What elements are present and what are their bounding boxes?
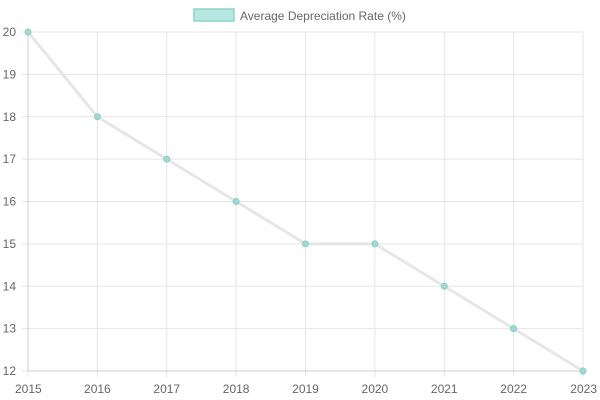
x-tick-label: 2017 — [153, 382, 180, 396]
y-tick-label: 14 — [3, 279, 17, 293]
data-point[interactable] — [371, 240, 379, 248]
x-tick-label: 2015 — [15, 382, 42, 396]
legend-swatch[interactable] — [193, 8, 235, 22]
y-tick-label: 19 — [3, 67, 17, 81]
data-point[interactable] — [510, 325, 518, 333]
data-point[interactable] — [24, 28, 32, 36]
data-point[interactable] — [232, 198, 240, 205]
x-tick-label: 2022 — [500, 382, 527, 396]
data-point[interactable] — [302, 240, 309, 248]
data-point[interactable] — [93, 113, 101, 121]
axes — [27, 32, 583, 372]
y-tick-label: 16 — [3, 195, 17, 209]
legend[interactable]: Average Depreciation Rate (%) — [193, 8, 406, 23]
x-tick-label: 2023 — [570, 382, 597, 396]
x-tick-label: 2020 — [362, 382, 389, 396]
legend-label[interactable]: Average Depreciation Rate (%) — [240, 9, 406, 23]
data-points — [24, 28, 587, 375]
y-tick-label: 20 — [3, 25, 17, 39]
x-tick-label: 2018 — [223, 382, 250, 396]
x-tick-label: 2019 — [292, 382, 319, 396]
grid — [22, 31, 584, 377]
data-point[interactable] — [163, 155, 171, 163]
y-tick-label: 17 — [3, 152, 17, 166]
y-tick-label: 12 — [3, 364, 17, 378]
y-tick-label: 15 — [3, 237, 17, 251]
data-point[interactable] — [579, 367, 587, 375]
x-tick-label: 2016 — [84, 382, 111, 396]
data-point[interactable] — [440, 282, 448, 290]
y-tick-label: 18 — [3, 110, 17, 124]
tick-labels: 12 13 14 15 16 17 18 19 20 2015 2016 2017 2018 2019 20… — [3, 25, 598, 396]
x-tick-label: 2021 — [431, 382, 458, 396]
y-tick-label: 13 — [3, 322, 17, 336]
